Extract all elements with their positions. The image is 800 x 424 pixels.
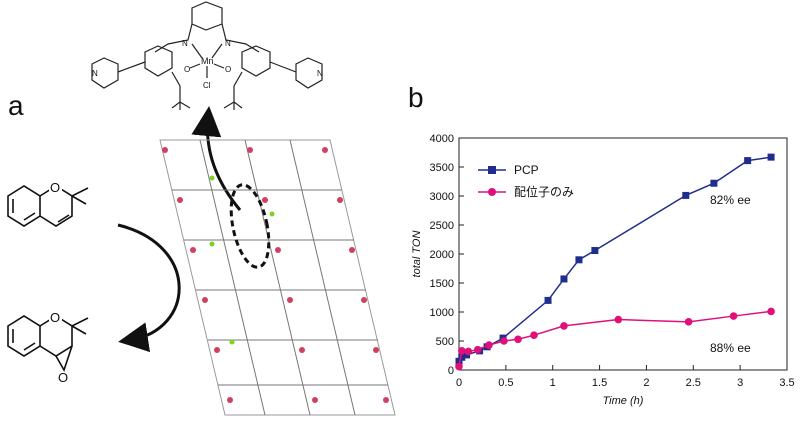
x-tick-label: 2.5 <box>686 377 701 389</box>
x-tick-label: 3 <box>737 377 743 389</box>
series-1-point <box>767 307 775 316</box>
substrate-o-label: O <box>50 180 60 195</box>
product-ring-o-mask <box>49 310 62 323</box>
y-tick-label: 3500 <box>430 162 454 174</box>
series-1-point <box>560 322 568 330</box>
legend-ligand-label: 配位子のみ <box>514 184 574 199</box>
pcp-framework <box>159 139 396 416</box>
series-0-point <box>710 179 718 187</box>
y-tick-label: 2500 <box>430 220 454 232</box>
y-tick-label: 0 <box>448 365 454 377</box>
series-1-point <box>464 347 473 356</box>
series-1-point <box>458 347 466 355</box>
annotation-ligand-ee: 88% ee <box>710 341 751 355</box>
legend-ligand-marker <box>488 188 496 196</box>
x-tick-label: 2 <box>643 377 649 389</box>
panel-a-label: a <box>8 90 24 121</box>
catalyst-n-left-label: N <box>182 39 188 48</box>
legend-pcp-marker <box>488 166 496 174</box>
y-tick-label: 4000 <box>430 133 454 145</box>
x-axis-label: Time (h) <box>603 395 644 407</box>
legend-pcp-label: PCP <box>514 163 539 177</box>
x-tick-label: 3.5 <box>779 377 794 389</box>
x-tick-label: 0.5 <box>498 377 513 389</box>
series-0-point <box>591 247 599 255</box>
series-1-point <box>729 312 738 320</box>
highlight-ellipse <box>229 183 271 269</box>
series-line-0 <box>458 156 772 362</box>
series-1-point <box>684 318 693 326</box>
catalyst-cl-label: Cl <box>203 81 211 90</box>
series-1-point <box>500 337 508 345</box>
series-1-point <box>514 335 522 344</box>
series-0-point <box>544 296 552 304</box>
y-tick-label: 1500 <box>430 278 454 290</box>
series-0-point <box>560 275 568 283</box>
product-ring-o-label: O <box>50 310 60 325</box>
catalyst-n-right-label: N <box>225 39 231 48</box>
series-0-point <box>744 157 752 165</box>
y-tick-label: 3000 <box>430 191 454 203</box>
catalyst-o-left-label: O <box>184 65 190 74</box>
legend: PCP 配位子のみ <box>478 163 574 199</box>
catalyst-structure <box>91 1 323 110</box>
series-1-point <box>473 345 482 354</box>
series-0-point <box>767 153 775 161</box>
series-0-point <box>458 353 466 361</box>
product-epoxide-o-label: O <box>58 370 68 385</box>
pyridine-n-right-label: N <box>317 69 323 78</box>
substrate-o-mask <box>49 180 62 193</box>
series-0-point <box>682 191 690 199</box>
catalyst-mn-label: Mn <box>201 56 214 66</box>
series-1-point <box>614 315 623 324</box>
series-0-point <box>455 357 463 365</box>
y-tick-label: 2000 <box>430 249 454 261</box>
series-1-point <box>485 341 493 349</box>
reaction-arrow <box>117 223 181 353</box>
catalyst-o-right-label: O <box>225 65 231 74</box>
series-layer <box>455 153 775 371</box>
series-0-point <box>462 351 470 359</box>
series-0-point <box>575 256 583 264</box>
y-axis-label: total TON <box>411 231 423 278</box>
y-tick-label: 500 <box>436 336 454 348</box>
y-tick-label: 1000 <box>430 307 454 319</box>
pyridine-n-left-label: N <box>92 69 98 78</box>
x-tick-label: 1 <box>550 377 556 389</box>
plot-frame <box>458 137 788 371</box>
panel-b-label: b <box>408 82 424 113</box>
annotation-pcp-ee: 82% ee <box>710 193 751 207</box>
x-tick-label: 0 <box>456 377 462 389</box>
x-tick-label: 1.5 <box>592 377 607 389</box>
series-1-point <box>455 362 463 371</box>
y-axis: 0 500 1000 1500 2000 2500 3000 3500 4000 <box>430 133 464 377</box>
x-axis: 0 0.5 1 1.5 2 2.5 3 3.5 <box>456 365 795 389</box>
series-1-point <box>530 331 538 340</box>
